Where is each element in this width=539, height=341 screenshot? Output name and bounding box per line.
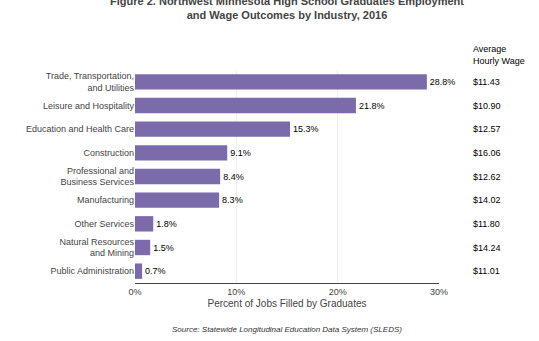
svg-text:Education and Health Care: Education and Health Care [26, 124, 134, 134]
svg-text:1.5%: 1.5% [153, 243, 174, 253]
svg-text:0.7%: 0.7% [145, 266, 166, 276]
svg-text:1.8%: 1.8% [156, 219, 177, 229]
svg-text:$11.80: $11.80 [473, 219, 500, 229]
svg-text:Source: Statewide Longitudinal: Source: Statewide Longitudinal Education… [172, 325, 402, 334]
svg-text:$10.90: $10.90 [473, 101, 501, 111]
svg-text:15.3%: 15.3% [293, 124, 319, 134]
svg-text:20%: 20% [329, 287, 347, 297]
svg-text:Professional andBusiness Servi: Professional andBusiness Services [60, 166, 134, 188]
svg-text:9.1%: 9.1% [230, 148, 251, 158]
svg-text:0%: 0% [128, 287, 141, 297]
svg-text:$16.06: $16.06 [473, 148, 501, 158]
svg-text:10%: 10% [227, 287, 245, 297]
svg-text:Figure 2. Northwest Minnesota: Figure 2. Northwest Minnesota High Schoo… [110, 0, 464, 21]
svg-text:30%: 30% [430, 287, 448, 297]
svg-text:8.4%: 8.4% [223, 172, 244, 182]
svg-text:$11.01: $11.01 [473, 266, 500, 276]
svg-text:Trade, Transportation,and Util: Trade, Transportation,and Utilities [46, 71, 135, 93]
svg-text:Public Administration: Public Administration [50, 266, 134, 276]
svg-text:8.3%: 8.3% [222, 195, 243, 205]
svg-text:Construction: Construction [83, 148, 134, 158]
svg-text:Natural Resourcesand Mining: Natural Resourcesand Mining [59, 237, 134, 259]
svg-text:$14.02: $14.02 [473, 195, 501, 205]
svg-text:Other Services: Other Services [74, 219, 134, 229]
svg-text:$12.62: $12.62 [473, 172, 501, 182]
svg-text:AverageHourly Wage: AverageHourly Wage [473, 44, 525, 66]
svg-text:Manufacturing: Manufacturing [77, 195, 134, 205]
svg-text:28.8%: 28.8% [430, 77, 456, 87]
svg-text:$14.24: $14.24 [473, 243, 501, 253]
svg-text:Percent of Jobs Filled by Grad: Percent of Jobs Filled by Graduates [208, 298, 367, 309]
svg-text:21.8%: 21.8% [359, 101, 385, 111]
svg-text:Leisure and Hospitality: Leisure and Hospitality [43, 101, 135, 111]
svg-text:$11.43: $11.43 [473, 77, 500, 87]
svg-text:$12.57: $12.57 [473, 124, 501, 134]
